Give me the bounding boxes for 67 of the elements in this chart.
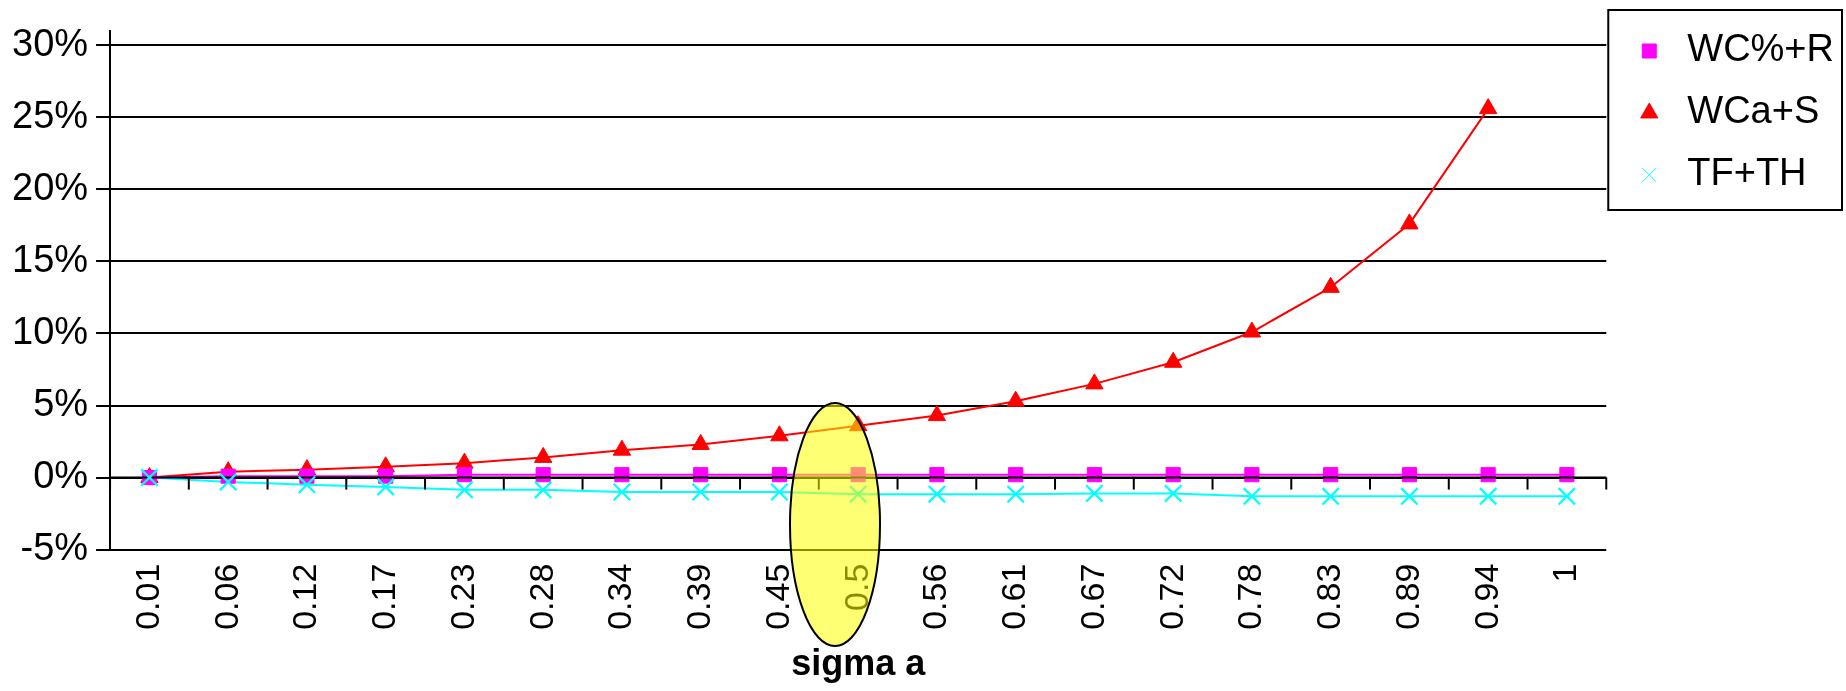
point [1085,484,1104,503]
point [1557,487,1576,506]
point [1006,390,1025,407]
point [691,482,710,501]
point [1559,467,1575,483]
point [1479,487,1498,506]
x-tick-label: 0.01 [127,563,166,630]
y-tick-label: 10% [11,309,89,352]
legend-label: WCa+S [1687,89,1820,132]
point [534,480,553,499]
y-tick-label: 20% [11,165,89,208]
x-tick-label: 1 [1545,563,1584,583]
point [850,467,866,483]
point [376,477,395,496]
point [1165,467,1181,483]
point [1006,485,1025,504]
x-tick-label: 0.61 [994,563,1033,630]
point [1321,276,1340,293]
point [1244,467,1260,483]
x-tick-label: 0.34 [600,563,639,630]
point [219,472,238,491]
x-tick-label: 0.56 [915,563,954,630]
point [1163,351,1183,368]
x-tick-label: 0.89 [1387,563,1426,630]
point [929,467,945,483]
point [1400,213,1419,230]
point [927,405,947,422]
x-tick-label: 0.23 [442,563,481,630]
y-tick-label: 15% [11,237,89,280]
point [1480,467,1496,483]
x-tick-label: 0.67 [1072,563,1111,630]
point [1164,484,1183,503]
legend-label: TF+TH [1687,151,1807,194]
point [927,485,946,504]
point [535,467,551,483]
point [849,415,868,432]
point [1400,487,1419,506]
y-tick-label: -5% [20,526,89,569]
x-tick-label: 0.12 [285,563,324,630]
point [1242,487,1261,506]
point [614,467,630,483]
point [297,475,316,494]
x-tick-label: 0.83 [1309,563,1348,630]
x-tick-label: 0.06 [206,563,245,630]
y-tick-label: 30% [11,21,89,64]
point [849,485,868,504]
point [455,480,474,499]
point [1085,373,1104,390]
x-tick-label: 0.17 [364,563,403,630]
legend-label: WC%+R [1687,27,1834,70]
x-tick-label: 0.78 [1230,563,1269,630]
x-axis-title: sigma a [791,642,927,684]
point [612,439,632,456]
x-tick-label: 0.5 [836,563,875,611]
y-tick-label: 25% [11,93,89,136]
point [770,425,789,442]
y-tick-label: 0% [33,454,89,497]
point [770,482,789,501]
point [612,482,631,501]
x-tick-label: 0.94 [1466,563,1505,630]
x-tick-label: 0.28 [521,563,560,630]
point [1321,487,1340,506]
point [1242,321,1262,338]
x-tick-label: 0.39 [679,563,718,630]
y-tick-label: 5% [33,381,89,424]
x-tick-label: 0.45 [757,563,796,630]
x-tick-label: 0.72 [1151,563,1190,630]
